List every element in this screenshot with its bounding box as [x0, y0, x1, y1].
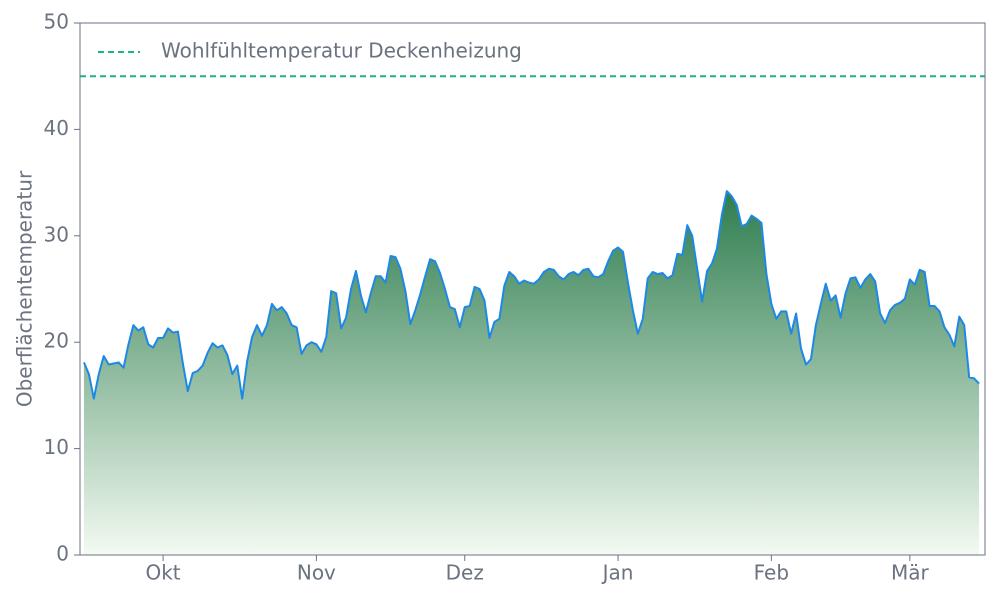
x-tick-label: Feb [754, 561, 789, 585]
x-tick-label: Mär [891, 561, 930, 585]
y-tick-label: 30 [44, 222, 69, 246]
area-fill [83, 191, 980, 556]
x-tick-label: Okt [145, 561, 180, 585]
x-tick-label: Jan [601, 561, 634, 585]
x-tick-label: Dez [446, 561, 484, 585]
x-tick-label: Nov [297, 561, 336, 585]
y-tick-label: 10 [44, 435, 69, 459]
y-tick-label: 20 [44, 329, 69, 353]
y-tick-label: 40 [44, 116, 69, 140]
y-axis-label: Oberflächentemperatur [13, 170, 37, 407]
y-tick-label: 50 [44, 10, 69, 34]
legend-label: Wohlfühltemperatur Deckenheizung [161, 39, 522, 63]
data-line [83, 190, 980, 400]
plot-frame [79, 22, 986, 556]
y-tick-label: 0 [56, 542, 69, 566]
